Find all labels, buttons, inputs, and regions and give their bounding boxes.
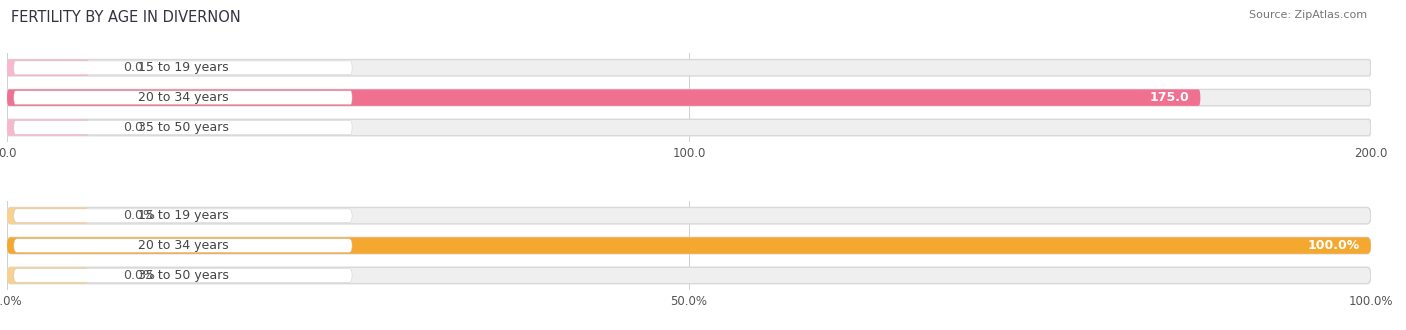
Text: 0.0%: 0.0% [122,209,155,222]
FancyBboxPatch shape [14,239,352,252]
Text: Source: ZipAtlas.com: Source: ZipAtlas.com [1249,10,1367,20]
FancyBboxPatch shape [7,119,1371,136]
FancyBboxPatch shape [7,267,89,284]
FancyBboxPatch shape [14,209,352,222]
FancyBboxPatch shape [7,59,1371,76]
FancyBboxPatch shape [14,269,352,282]
FancyBboxPatch shape [7,89,1371,106]
Text: 20 to 34 years: 20 to 34 years [138,239,228,252]
FancyBboxPatch shape [7,237,1371,254]
FancyBboxPatch shape [14,121,352,134]
FancyBboxPatch shape [7,237,1371,254]
FancyBboxPatch shape [7,208,1371,224]
Text: FERTILITY BY AGE IN DIVERNON: FERTILITY BY AGE IN DIVERNON [11,10,240,25]
Text: 15 to 19 years: 15 to 19 years [138,61,228,74]
FancyBboxPatch shape [14,91,352,104]
Text: 175.0: 175.0 [1150,91,1189,104]
FancyBboxPatch shape [7,59,89,76]
FancyBboxPatch shape [7,267,1371,284]
Text: 0.0: 0.0 [122,121,143,134]
Text: 100.0%: 100.0% [1308,239,1360,252]
Text: 20 to 34 years: 20 to 34 years [138,91,228,104]
Text: 15 to 19 years: 15 to 19 years [138,209,228,222]
FancyBboxPatch shape [7,89,1201,106]
FancyBboxPatch shape [14,61,352,75]
Text: 35 to 50 years: 35 to 50 years [138,121,228,134]
Text: 0.0: 0.0 [122,61,143,74]
Text: 35 to 50 years: 35 to 50 years [138,269,228,282]
FancyBboxPatch shape [7,119,89,136]
FancyBboxPatch shape [7,208,89,224]
Text: 0.0%: 0.0% [122,269,155,282]
